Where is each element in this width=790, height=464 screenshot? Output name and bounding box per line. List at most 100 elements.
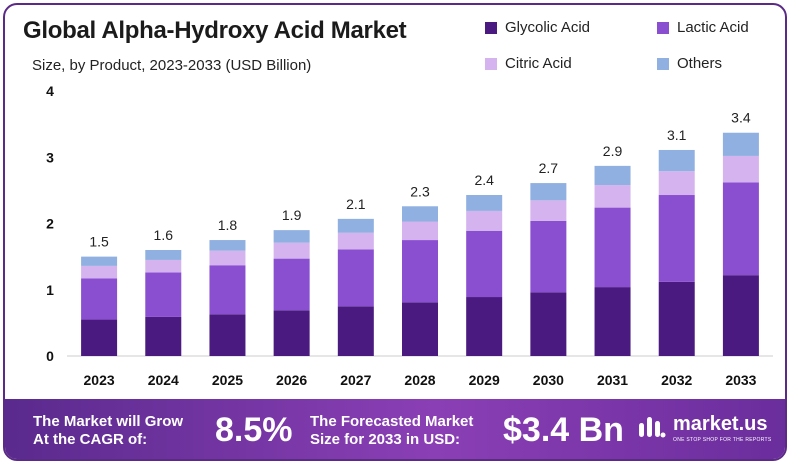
bar-segment-lactic-acid — [337, 249, 374, 307]
brand-logo: market.us ONE STOP SHOP FOR THE REPORTS — [637, 413, 771, 448]
bar-segment-others — [594, 165, 631, 186]
y-tick-label: 0 — [46, 348, 54, 364]
bar-segment-citric-acid — [466, 210, 503, 231]
bar-segment-others — [145, 250, 182, 260]
cagr-label: The Market will Grow At the CAGR of: — [33, 413, 183, 449]
bar-segment-lactic-acid — [209, 265, 246, 315]
bar-segment-lactic-acid — [273, 258, 310, 311]
bar-segment-citric-acid — [402, 221, 438, 241]
x-tick-label: 2023 — [84, 372, 115, 388]
bar-segment-glycolic-acid — [273, 310, 310, 356]
bar-segment-lactic-acid — [81, 278, 118, 320]
forecast-label: The Forecasted Market Size for 2033 in U… — [310, 413, 473, 449]
forecast-label-line1: The Forecasted Market — [310, 413, 474, 430]
x-tick-label: 2028 — [404, 372, 435, 388]
cagr-label-line2: At the CAGR of: — [33, 431, 148, 448]
x-tick-label: 2026 — [276, 372, 307, 388]
bar-segment-citric-acid — [81, 265, 118, 279]
bar-segment-lactic-acid — [594, 207, 631, 288]
legend-item-citric: Citric Acid — [485, 55, 572, 72]
y-tick-label: 2 — [46, 216, 54, 232]
bar-segment-lactic-acid — [145, 272, 182, 317]
bar-segment-glycolic-acid — [209, 314, 246, 356]
chart-title: Global Alpha-Hydroxy Acid Market — [23, 17, 407, 44]
brand-logo-icon — [639, 417, 666, 438]
x-tick-label: 2025 — [212, 372, 243, 388]
legend-swatch-others — [657, 57, 669, 70]
bar-segment-others — [81, 256, 118, 266]
legend-swatch-glycolic — [485, 21, 497, 34]
bar-segment-lactic-acid — [658, 195, 695, 282]
bar-segment-citric-acid — [145, 259, 182, 273]
legend-swatch-citric — [485, 57, 497, 70]
bar-segment-glycolic-acid — [337, 306, 374, 356]
bar-total-label: 2.7 — [539, 160, 559, 176]
chart-frame: Global Alpha-Hydroxy Acid Market Size, b… — [3, 3, 787, 461]
bar-segment-citric-acid — [337, 232, 374, 250]
bar-segment-others — [722, 132, 759, 156]
chart-subtitle: Size, by Product, 2023-2033 (USD Billion… — [32, 57, 312, 74]
x-tick-label: 2029 — [469, 372, 500, 388]
bar-segment-glycolic-acid — [722, 275, 759, 356]
bar-segment-others — [209, 240, 246, 251]
bar-segment-glycolic-acid — [466, 297, 503, 356]
bar-segment-others — [530, 183, 567, 201]
bar-total-label: 2.3 — [410, 183, 430, 199]
y-tick-label: 3 — [46, 149, 54, 165]
x-tick-label: 2033 — [725, 372, 756, 388]
legend-label-lactic: Lactic Acid — [677, 19, 749, 36]
legend-swatch-lactic — [657, 21, 669, 34]
bar-segment-others — [273, 230, 310, 243]
bar-segment-others — [658, 149, 695, 172]
x-tick-label: 2024 — [148, 372, 179, 388]
legend-item-lactic: Lactic Acid — [657, 19, 749, 36]
x-tick-label: 2030 — [533, 372, 564, 388]
bar-segment-glycolic-acid — [145, 316, 182, 356]
forecast-value: $3.4 Bn — [503, 411, 624, 449]
y-tick-label: 4 — [46, 83, 54, 99]
legend-label-glycolic: Glycolic Acid — [505, 19, 591, 36]
bar-segment-others — [402, 206, 438, 222]
brand-tagline: ONE STOP SHOP FOR THE REPORTS — [673, 437, 772, 443]
forecast-label-line2: Size for 2033 in USD: — [310, 431, 461, 448]
bar-segment-glycolic-acid — [530, 292, 567, 356]
cagr-value: 8.5% — [215, 411, 293, 449]
bar-segment-citric-acid — [594, 185, 631, 208]
bar-segment-citric-acid — [530, 200, 567, 221]
bar-segment-others — [466, 195, 503, 211]
bar-segment-citric-acid — [658, 171, 695, 196]
bar-total-label: 2.4 — [474, 172, 494, 188]
bar-total-label: 3.4 — [731, 110, 751, 126]
bar-segment-glycolic-acid — [402, 302, 438, 356]
bar-total-label: 1.8 — [218, 217, 238, 233]
stacked-bar-chart: 0 1 2 3 4 1.5 2023 1.6 2024 1.8 2025 1.9 2026 2.1 2027… — [46, 83, 773, 388]
bar-segment-glycolic-acid — [658, 281, 695, 356]
y-tick-label: 1 — [46, 282, 54, 298]
bar-segment-lactic-acid — [466, 230, 503, 298]
cagr-label-line1: The Market will Grow — [33, 413, 184, 430]
brand-name: market.us — [673, 413, 768, 435]
bar-segment-lactic-acid — [722, 182, 759, 276]
bar-total-label: 2.9 — [603, 143, 623, 159]
x-tick-label: 2031 — [597, 372, 628, 388]
legend-label-citric: Citric Acid — [505, 55, 572, 72]
x-tick-label: 2027 — [340, 372, 371, 388]
bar-total-label: 1.5 — [89, 234, 109, 250]
x-tick-label: 2032 — [661, 372, 692, 388]
footer-banner: The Market will Grow At the CAGR of: 8.5… — [5, 399, 785, 459]
bar-segment-citric-acid — [273, 242, 310, 259]
bar-segment-glycolic-acid — [81, 319, 118, 356]
bar-segment-citric-acid — [722, 155, 759, 183]
bar-total-label: 1.9 — [282, 207, 302, 223]
bar-segment-lactic-acid — [530, 220, 567, 293]
bar-total-label: 2.1 — [346, 196, 366, 212]
legend-item-glycolic: Glycolic Acid — [485, 19, 590, 36]
legend-item-others: Others — [657, 55, 722, 72]
bar-total-label: 3.1 — [667, 127, 687, 143]
legend-label-others: Others — [677, 55, 723, 72]
bar-total-label: 1.6 — [154, 227, 174, 243]
bar-segment-citric-acid — [209, 250, 246, 266]
bar-segment-others — [337, 218, 374, 233]
bar-segment-lactic-acid — [402, 240, 438, 303]
bar-segment-glycolic-acid — [594, 287, 631, 356]
